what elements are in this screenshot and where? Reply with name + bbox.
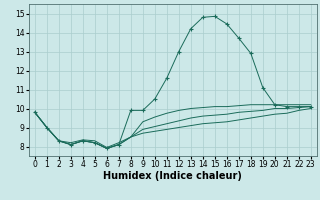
X-axis label: Humidex (Indice chaleur): Humidex (Indice chaleur) bbox=[103, 171, 242, 181]
